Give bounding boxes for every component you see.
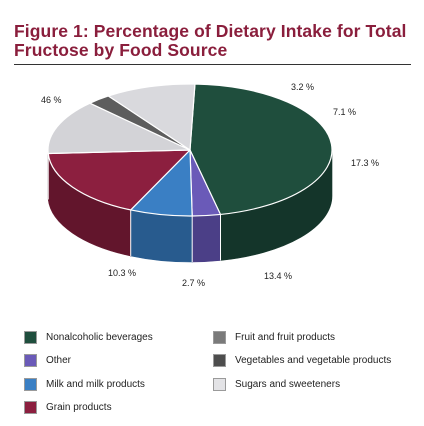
title-rule xyxy=(14,64,411,65)
pie-sides xyxy=(47,149,333,263)
data-label-fruit-and-fruit-products: 2.7 % xyxy=(182,278,205,288)
data-label-other: 3.2 % xyxy=(291,82,314,92)
pie-side-milk-and-milk-products xyxy=(130,209,193,263)
data-label-sugars-and-sweeteners: 10.3 % xyxy=(108,268,136,278)
data-label-milk-and-milk-products: 7.1 % xyxy=(333,107,356,117)
data-label-vegetables-and-vegetable-products: 13.4 % xyxy=(264,271,292,281)
data-label-nonalcoholic-beverages: 46 % xyxy=(41,95,62,105)
pie-slice-sugars-and-sweeteners xyxy=(107,83,196,151)
pie-slice-grain-products xyxy=(47,149,191,211)
data-label-grain-products: 17.3 % xyxy=(351,158,379,168)
pie-slices xyxy=(47,83,333,217)
chart-title-line-1: Figure 1: Percentage of Dietary Intake f… xyxy=(14,21,407,41)
pie-slice-nonalcoholic-beverages xyxy=(189,83,333,216)
pie-labels: 46 % 3.2 % 7.1 % 17.3 % 13.4 % 2.7 % 10.3 % xyxy=(41,82,379,288)
chart-title-line-2: Fructose by Food Source xyxy=(14,40,228,60)
pie-side-other xyxy=(191,214,221,263)
chart-title: Figure 1: Percentage of Dietary Intake f… xyxy=(14,22,414,60)
pie-slice-vegetables-and-vegetable-products xyxy=(47,102,191,155)
